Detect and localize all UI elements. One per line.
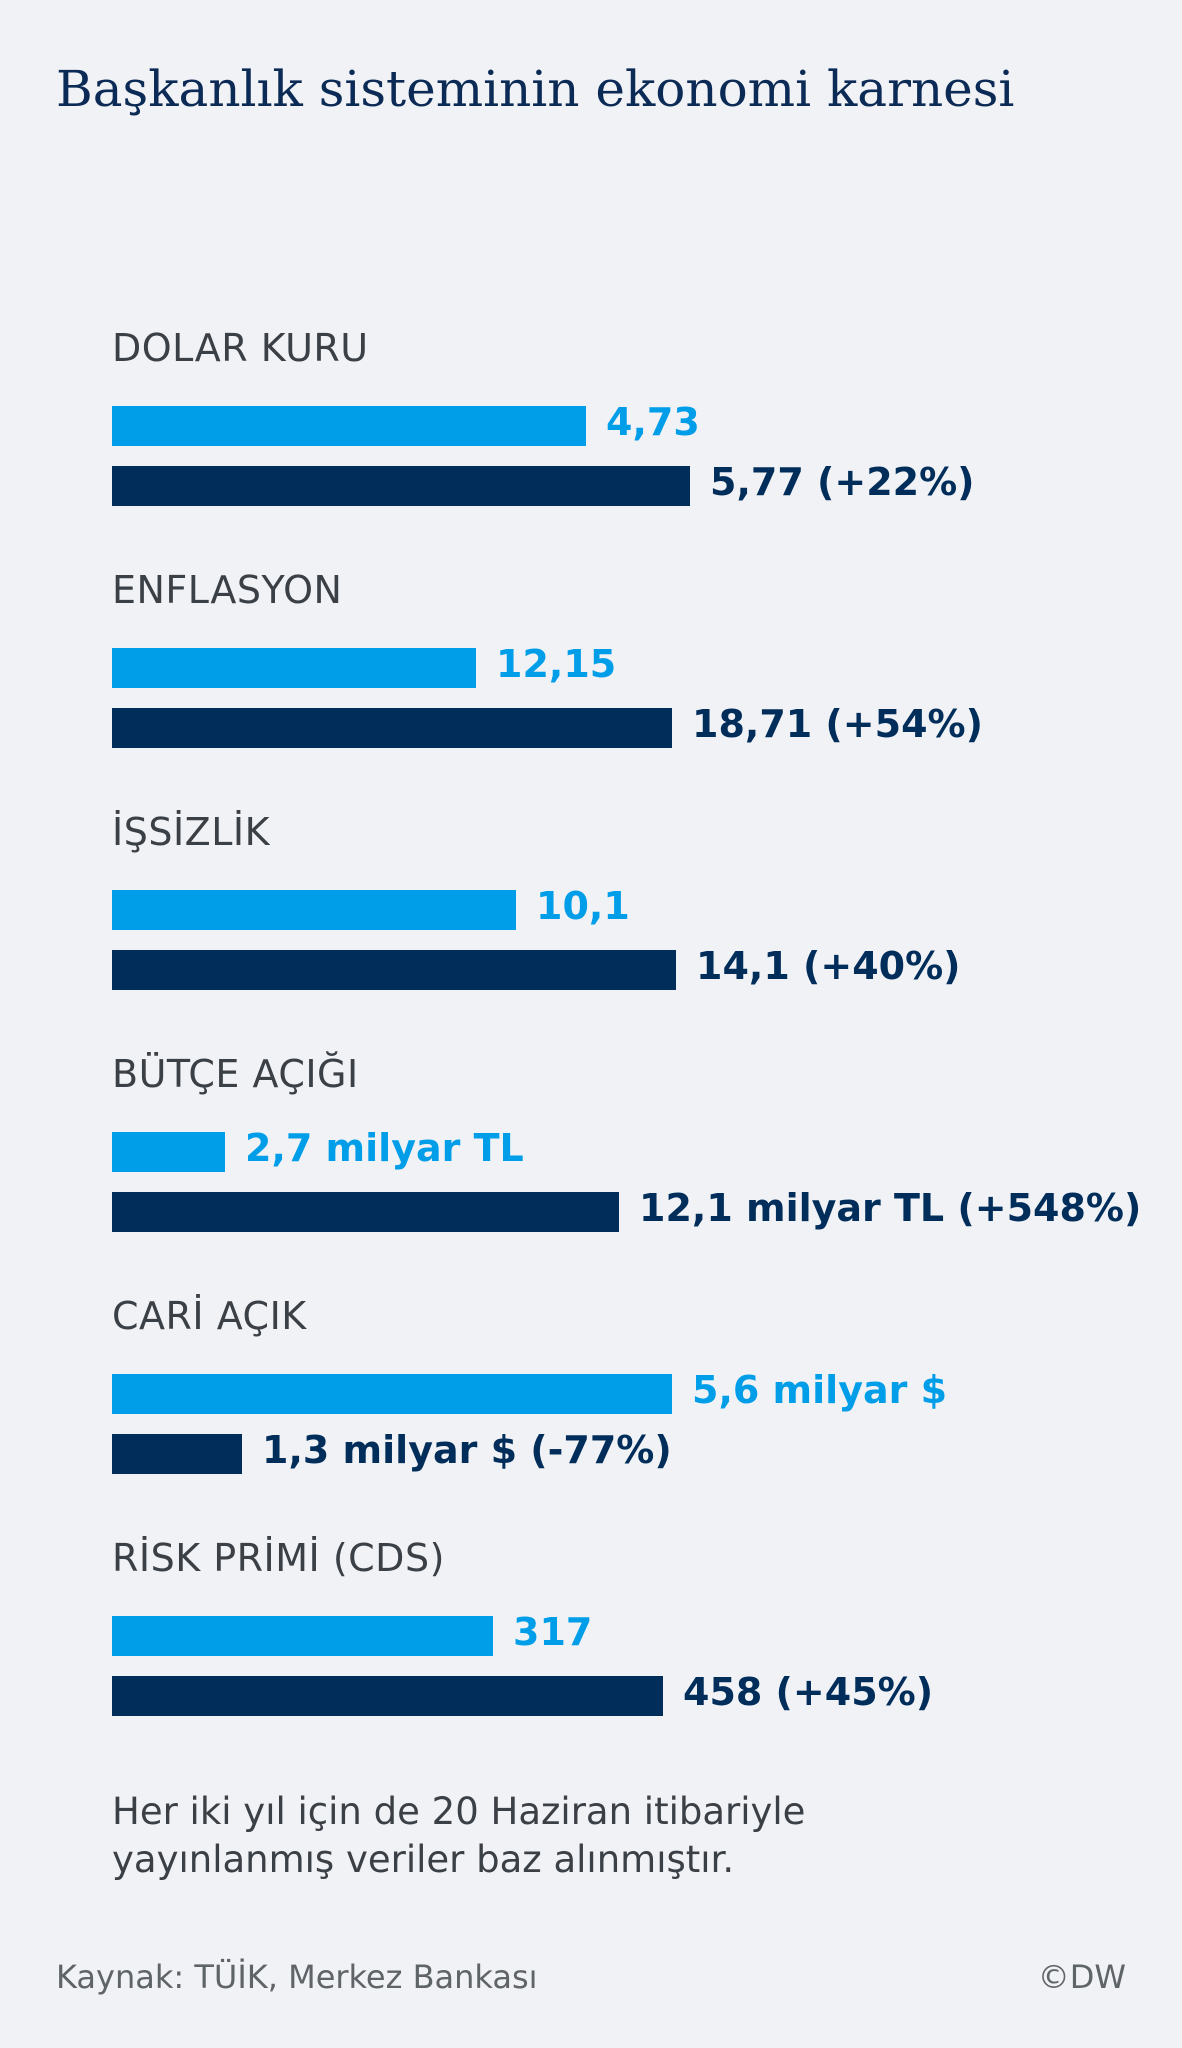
bar-earlier bbox=[112, 1616, 493, 1656]
value-label-earlier: 4,73 bbox=[606, 400, 700, 444]
value-label-later: 18,71 (+54%) bbox=[692, 702, 983, 746]
value-label-later: 14,1 (+40%) bbox=[696, 944, 961, 988]
value-label-earlier: 317 bbox=[513, 1610, 593, 1654]
value-label-earlier: 5,6 milyar $ bbox=[692, 1368, 948, 1412]
bar-earlier bbox=[112, 1132, 225, 1172]
value-label-later: 458 (+45%) bbox=[683, 1670, 934, 1714]
bar-later bbox=[112, 466, 690, 506]
bar-later bbox=[112, 950, 676, 990]
group-label: CARİ AÇIK bbox=[112, 1294, 307, 1338]
bar-earlier bbox=[112, 1374, 672, 1414]
group-label: ENFLASYON bbox=[112, 568, 343, 612]
value-label-earlier: 10,1 bbox=[536, 884, 630, 928]
group-label: İŞSİZLİK bbox=[112, 810, 270, 854]
group-label: BÜTÇE AÇIĞI bbox=[112, 1052, 359, 1096]
bar-earlier bbox=[112, 406, 586, 446]
group-label: RİSK PRİMİ (CDS) bbox=[112, 1536, 445, 1580]
value-label-later: 1,3 milyar $ (-77%) bbox=[262, 1428, 672, 1472]
bar-later bbox=[112, 1434, 242, 1474]
source-text: Kaynak: TÜİK, Merkez Bankası bbox=[56, 1958, 538, 1996]
value-label-earlier: 2,7 milyar TL bbox=[245, 1126, 524, 1170]
footnote: Her iki yıl için de 20 Haziran itibariyl… bbox=[112, 1790, 806, 1881]
bar-earlier bbox=[112, 890, 516, 930]
copyright-text: ©DW bbox=[1037, 1958, 1126, 1996]
value-label-earlier: 12,15 bbox=[496, 642, 617, 686]
chart-title: Başkanlık sisteminin ekonomi karnesi bbox=[56, 60, 1015, 118]
group-label: DOLAR KURU bbox=[112, 326, 369, 370]
bar-later bbox=[112, 708, 672, 748]
value-label-later: 12,1 milyar TL (+548%) bbox=[639, 1186, 1142, 1230]
bar-later bbox=[112, 1676, 663, 1716]
bar-later bbox=[112, 1192, 619, 1232]
bar-earlier bbox=[112, 648, 476, 688]
value-label-later: 5,77 (+22%) bbox=[710, 460, 975, 504]
